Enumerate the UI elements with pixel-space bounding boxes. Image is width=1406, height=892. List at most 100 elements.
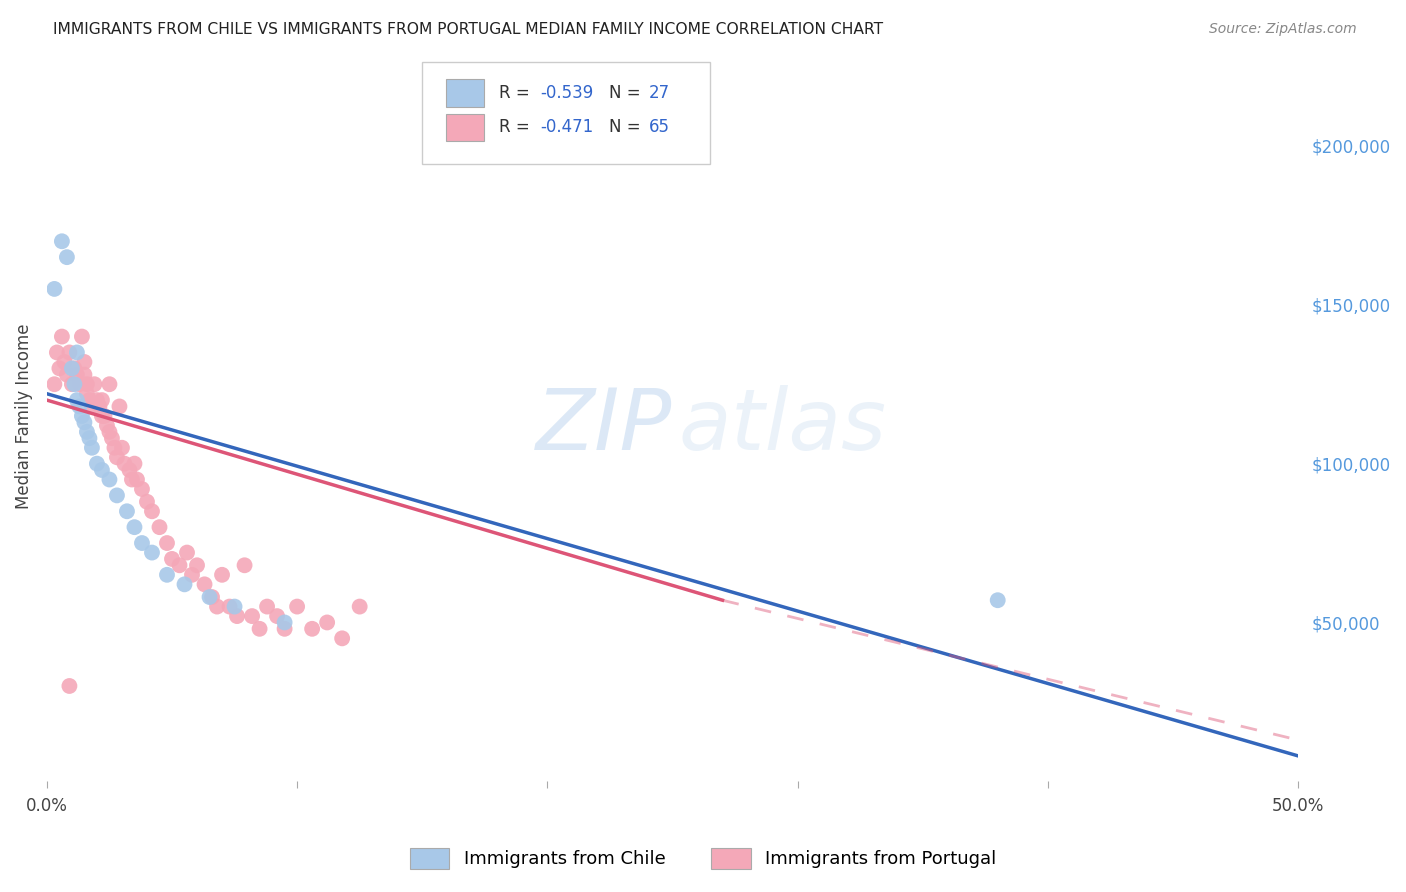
- Point: [233, 558, 256, 573]
- Point: [91, 409, 114, 423]
- Point: [285, 599, 308, 614]
- Point: [73, 368, 96, 382]
- Point: [349, 599, 371, 614]
- Text: -0.471: -0.471: [540, 119, 593, 136]
- Point: [124, 520, 146, 534]
- Point: [79, 431, 101, 445]
- Point: [176, 545, 198, 559]
- Point: [79, 393, 101, 408]
- Point: [66, 393, 89, 408]
- Point: [58, 345, 80, 359]
- Point: [198, 590, 221, 604]
- Point: [86, 393, 108, 408]
- Point: [63, 377, 86, 392]
- Point: [226, 609, 249, 624]
- Point: [218, 599, 240, 614]
- Point: [148, 520, 170, 534]
- Point: [63, 361, 86, 376]
- Text: atlas: atlas: [679, 385, 887, 468]
- Point: [211, 567, 233, 582]
- Point: [101, 431, 124, 445]
- Point: [131, 536, 153, 550]
- Point: [141, 504, 163, 518]
- Point: [80, 441, 103, 455]
- Point: [60, 361, 83, 376]
- FancyBboxPatch shape: [422, 62, 710, 164]
- Point: [240, 609, 263, 624]
- Text: -0.539: -0.539: [540, 84, 593, 102]
- Text: IMMIGRANTS FROM CHILE VS IMMIGRANTS FROM PORTUGAL MEDIAN FAMILY INCOME CORRELATI: IMMIGRANTS FROM CHILE VS IMMIGRANTS FROM…: [53, 22, 883, 37]
- Point: [105, 450, 128, 465]
- Point: [89, 400, 111, 414]
- Point: [114, 457, 136, 471]
- Point: [273, 615, 295, 630]
- Point: [76, 386, 98, 401]
- Point: [316, 615, 339, 630]
- Text: N =: N =: [609, 119, 645, 136]
- Point: [108, 400, 131, 414]
- Point: [80, 400, 103, 414]
- Point: [111, 441, 134, 455]
- Point: [76, 425, 98, 439]
- Point: [125, 473, 148, 487]
- Point: [205, 599, 228, 614]
- Point: [118, 463, 141, 477]
- Point: [51, 234, 73, 248]
- Point: [53, 355, 76, 369]
- Text: R =: R =: [499, 84, 534, 102]
- Point: [105, 488, 128, 502]
- Y-axis label: Median Family Income: Median Family Income: [15, 323, 32, 508]
- Point: [56, 368, 79, 382]
- Text: 27: 27: [648, 84, 669, 102]
- Point: [173, 577, 195, 591]
- Point: [45, 345, 67, 359]
- Point: [98, 473, 121, 487]
- Point: [73, 415, 96, 429]
- Point: [58, 679, 80, 693]
- Point: [121, 473, 143, 487]
- Text: R =: R =: [499, 119, 534, 136]
- Point: [70, 409, 93, 423]
- Point: [301, 622, 323, 636]
- Point: [124, 457, 146, 471]
- Point: [56, 250, 79, 264]
- Legend: Immigrants from Chile, Immigrants from Portugal: Immigrants from Chile, Immigrants from P…: [402, 840, 1004, 876]
- Point: [70, 329, 93, 343]
- Point: [169, 558, 191, 573]
- Point: [67, 377, 90, 392]
- Point: [115, 504, 138, 518]
- FancyBboxPatch shape: [446, 79, 484, 107]
- Point: [44, 282, 66, 296]
- Text: N =: N =: [609, 84, 645, 102]
- Point: [186, 558, 208, 573]
- Point: [91, 463, 114, 477]
- Point: [67, 400, 90, 414]
- FancyBboxPatch shape: [446, 113, 484, 141]
- Point: [60, 377, 83, 392]
- Point: [91, 393, 114, 408]
- Point: [73, 355, 96, 369]
- Point: [131, 482, 153, 496]
- Text: ZIP: ZIP: [536, 385, 672, 468]
- Point: [256, 599, 278, 614]
- Point: [98, 377, 121, 392]
- Point: [156, 536, 179, 550]
- Point: [136, 494, 159, 508]
- Point: [987, 593, 1010, 607]
- Point: [224, 599, 246, 614]
- Point: [103, 441, 125, 455]
- Point: [66, 345, 89, 359]
- Point: [273, 622, 295, 636]
- Point: [330, 632, 353, 646]
- Point: [266, 609, 288, 624]
- Text: Source: ZipAtlas.com: Source: ZipAtlas.com: [1209, 22, 1357, 37]
- Point: [193, 577, 215, 591]
- Point: [201, 590, 224, 604]
- Point: [93, 409, 115, 423]
- Point: [141, 545, 163, 559]
- Point: [48, 361, 70, 376]
- Point: [98, 425, 121, 439]
- Point: [160, 552, 183, 566]
- Point: [44, 377, 66, 392]
- Point: [181, 567, 204, 582]
